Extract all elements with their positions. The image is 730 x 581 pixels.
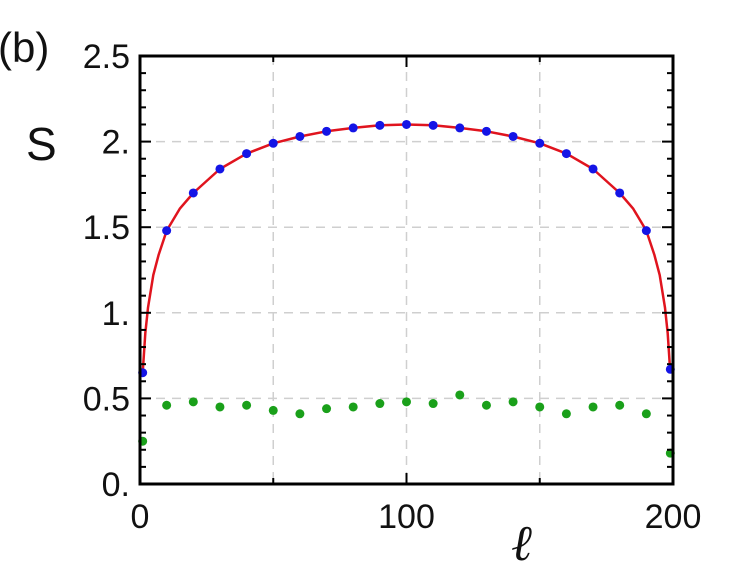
data-point-s1-6: [295, 131, 305, 141]
data-point-s2-17: [588, 402, 598, 412]
data-point-s2-19: [641, 409, 651, 419]
y-tick-label: 2.: [102, 124, 130, 162]
data-point-s1-18: [615, 188, 625, 198]
panel-label: (b): [0, 24, 49, 71]
data-point-s2-3: [215, 402, 225, 412]
data-point-s1-10: [402, 119, 411, 129]
data-point-s2-18: [615, 400, 625, 410]
data-point-s1-15: [535, 138, 545, 148]
data-point-s2-13: [481, 400, 491, 410]
data-point-s1-2: [188, 188, 198, 198]
data-point-s2-12: [455, 390, 465, 400]
x-tick-label: 200: [645, 498, 702, 536]
x-tick-label: 0: [131, 498, 150, 536]
data-point-s1-16: [561, 149, 571, 159]
data-point-s1-14: [508, 131, 518, 141]
data-point-s2-6: [295, 409, 305, 419]
data-point-s2-4: [242, 400, 252, 410]
data-point-s1-1: [162, 226, 172, 236]
data-point-s2-9: [375, 399, 385, 409]
data-point-s1-17: [588, 164, 598, 174]
data-point-s1-19: [641, 226, 651, 236]
y-tick-label: 1.: [102, 295, 130, 333]
data-point-s1-3: [215, 164, 225, 174]
tick-labels: 0 100 200 0. 0.5 1. 1.5 2. 2.5: [83, 38, 702, 536]
y-tick-label: 1.5: [83, 209, 130, 247]
data-point-s2-5: [268, 405, 278, 415]
data-point-s2-2: [188, 397, 198, 407]
data-point-s2-11: [428, 399, 438, 409]
data-point-s2-7: [322, 404, 332, 414]
data-point-s1-9: [375, 120, 385, 130]
data-point-s1-7: [322, 126, 332, 136]
y-axis-label: S: [26, 118, 57, 170]
data-point-s2-16: [561, 409, 571, 419]
data-point-s1-13: [481, 126, 491, 136]
ticks: [139, 55, 674, 485]
data-point-s2-15: [535, 402, 545, 412]
data-point-s2-14: [508, 397, 518, 407]
x-tick-label: 100: [378, 498, 435, 536]
y-tick-label: 0.: [102, 466, 130, 504]
data-point-s2-10: [402, 397, 411, 407]
data-point-s1-8: [348, 123, 358, 133]
x-axis-label: ℓ: [512, 515, 533, 571]
y-tick-label: 0.5: [83, 380, 130, 418]
data-point-s1-4: [242, 149, 252, 159]
data-point-s2-8: [348, 402, 358, 412]
y-tick-label: 2.5: [83, 38, 130, 76]
data-point-s2-1: [162, 400, 172, 410]
data-point-s1-11: [428, 120, 438, 130]
data-point-s1-12: [455, 123, 465, 133]
data-point-s1-5: [268, 138, 278, 148]
